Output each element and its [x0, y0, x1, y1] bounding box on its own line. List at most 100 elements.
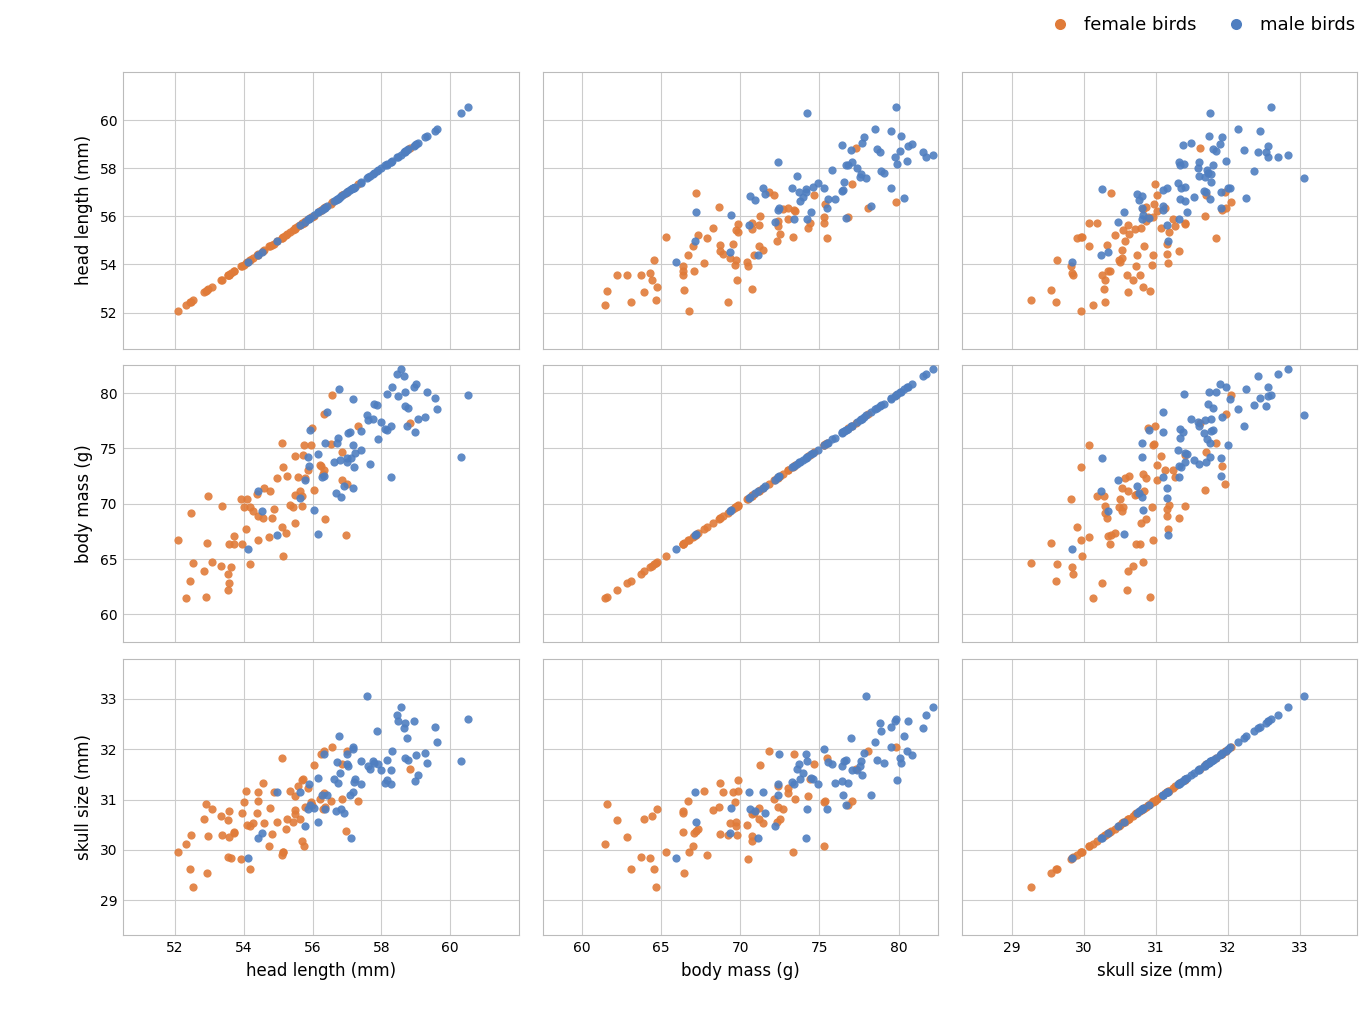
Point: [736, 491, 758, 508]
Point: [655, 229, 677, 246]
Point: [1142, 794, 1164, 810]
Point: [284, 221, 306, 237]
Point: [1132, 800, 1154, 816]
Point: [1219, 391, 1241, 407]
Point: [1267, 149, 1289, 166]
Point: [1094, 271, 1116, 288]
Point: [407, 767, 429, 783]
Point: [1139, 283, 1161, 299]
Point: [1174, 193, 1196, 210]
Point: [245, 804, 267, 820]
Point: [849, 169, 871, 185]
Point: [271, 519, 293, 536]
Point: [1183, 189, 1205, 206]
Point: [1227, 401, 1249, 417]
Point: [1200, 754, 1222, 770]
Point: [341, 480, 363, 497]
Point: [1109, 254, 1131, 270]
Point: [174, 590, 196, 607]
Point: [1071, 548, 1093, 564]
Point: [240, 252, 262, 268]
Point: [768, 199, 790, 216]
Point: [1143, 793, 1165, 809]
Point: [1161, 780, 1183, 797]
Point: [1227, 121, 1249, 138]
Point: [1209, 184, 1231, 200]
Point: [1128, 266, 1150, 283]
Point: [1194, 412, 1216, 429]
Point: [616, 575, 638, 591]
Point: [781, 774, 803, 791]
Point: [341, 180, 363, 196]
Point: [1189, 455, 1211, 472]
Point: [310, 457, 332, 474]
Point: [1143, 417, 1165, 434]
Point: [307, 813, 329, 830]
Point: [245, 486, 267, 503]
Point: [252, 510, 274, 526]
Point: [350, 776, 372, 793]
Point: [606, 812, 628, 829]
Point: [341, 437, 363, 453]
Point: [252, 775, 274, 792]
Point: [901, 136, 923, 152]
Point: [343, 391, 365, 407]
Point: [1086, 487, 1108, 504]
Point: [718, 503, 740, 519]
Point: [343, 180, 365, 196]
Point: [1156, 489, 1178, 506]
Point: [282, 814, 304, 831]
Point: [849, 758, 871, 774]
Point: [1100, 823, 1121, 840]
Point: [180, 505, 202, 521]
Point: [426, 121, 448, 138]
Point: [1180, 410, 1202, 427]
Point: [298, 801, 319, 817]
Point: [727, 771, 749, 787]
Point: [1097, 527, 1119, 544]
Point: [1139, 589, 1161, 605]
Point: [1131, 211, 1153, 227]
Point: [768, 469, 790, 485]
Point: [749, 208, 771, 224]
Point: [817, 199, 839, 216]
Point: [1131, 279, 1153, 295]
Point: [195, 283, 217, 299]
Point: [768, 468, 790, 484]
Point: [681, 528, 703, 545]
Point: [1117, 563, 1139, 580]
Point: [393, 143, 415, 159]
Point: [758, 743, 780, 760]
Point: [247, 830, 269, 846]
Point: [1126, 258, 1148, 274]
Point: [643, 252, 665, 268]
Point: [223, 536, 245, 552]
Point: [1211, 745, 1233, 762]
Point: [851, 135, 873, 151]
Point: [1065, 847, 1087, 864]
Point: [783, 211, 805, 227]
Point: [791, 452, 813, 469]
Point: [332, 187, 354, 204]
Point: [1150, 788, 1172, 805]
Point: [596, 283, 618, 299]
Point: [1213, 743, 1235, 760]
Point: [1175, 771, 1197, 787]
Point: [406, 136, 428, 152]
Point: [415, 128, 437, 145]
Point: [295, 799, 317, 815]
Point: [1202, 141, 1224, 157]
Point: [399, 761, 421, 777]
Point: [1187, 160, 1209, 177]
Point: [1194, 169, 1216, 185]
Point: [374, 775, 396, 792]
Point: [1090, 450, 1112, 467]
Point: [1152, 424, 1174, 440]
Point: [1201, 752, 1223, 769]
Point: [758, 476, 780, 492]
Point: [330, 188, 352, 205]
Point: [880, 122, 902, 139]
Point: [736, 850, 758, 867]
Point: [1142, 794, 1164, 810]
Point: [1106, 471, 1128, 487]
